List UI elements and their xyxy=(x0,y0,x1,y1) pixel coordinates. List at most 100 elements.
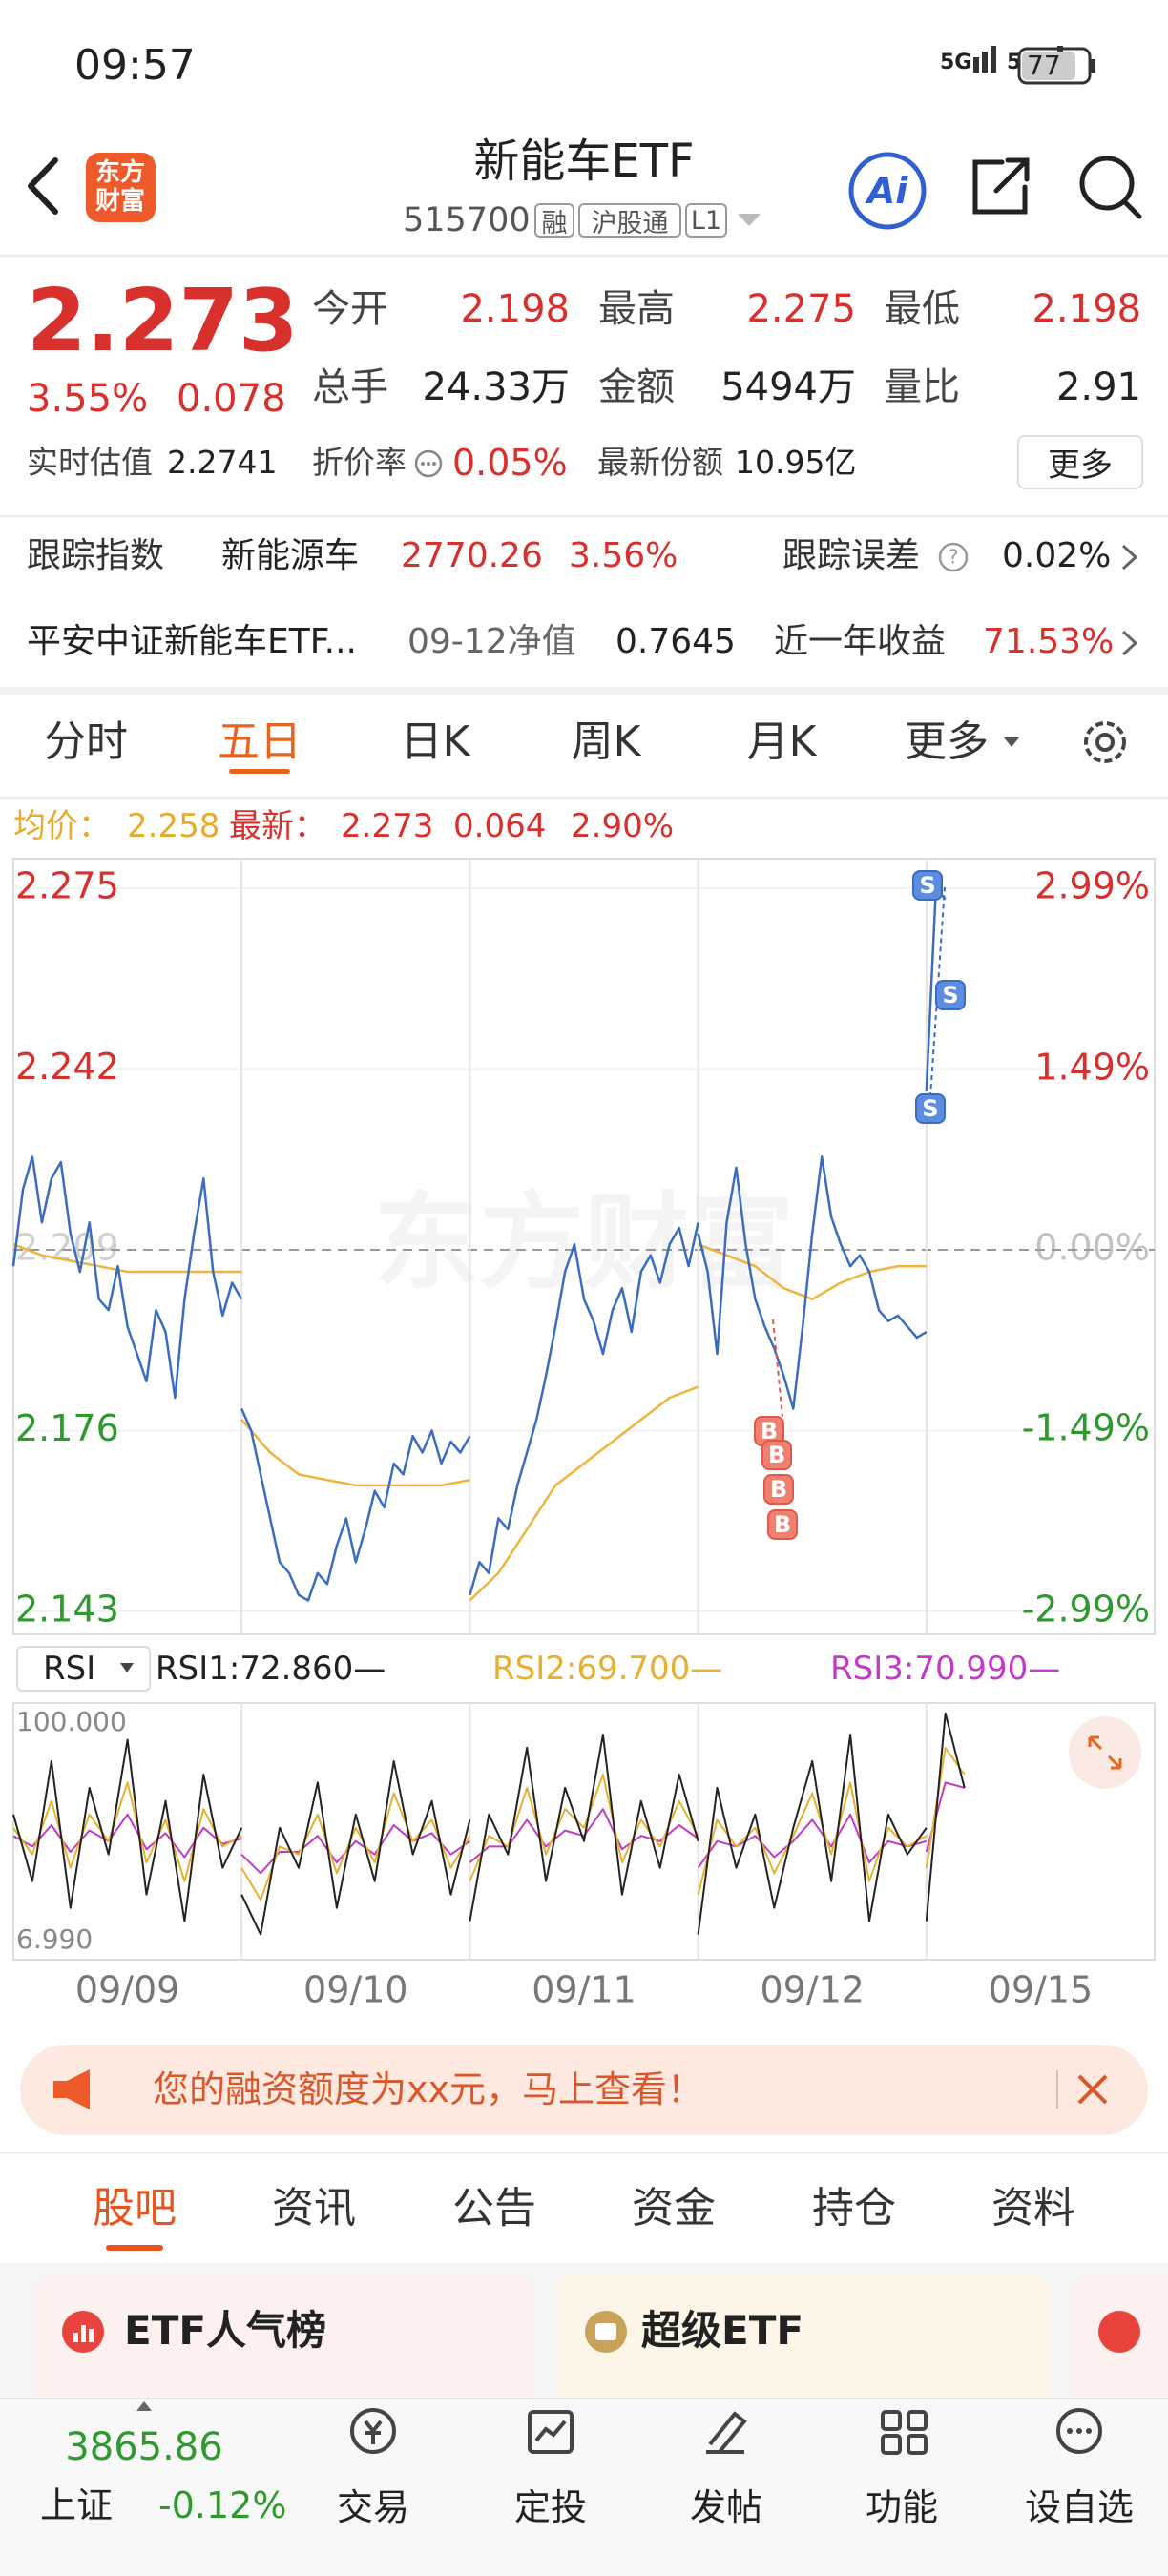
field-label: 总手 xyxy=(312,365,388,409)
logo-text: 东方 xyxy=(95,158,146,187)
close-button[interactable] xyxy=(1074,2070,1112,2109)
trade-marker xyxy=(935,980,966,1010)
latest-label: 最新： xyxy=(229,807,326,845)
return: 71.53% xyxy=(983,622,1115,661)
nav-item[interactable]: 功能 xyxy=(865,2486,939,2528)
nav-item[interactable]: 发帖 xyxy=(689,2486,763,2528)
banner-text[interactable]: 您的融资额度为xx元，马上查看！ xyxy=(153,2068,703,2110)
pct-tick-label: 1.49% xyxy=(1034,1047,1150,1089)
info-tab-active[interactable]: 股吧 xyxy=(93,2184,177,2233)
rsi-legend: RSI2:69.700— xyxy=(492,1650,723,1688)
trade-link xyxy=(772,1319,783,1418)
index-name[interactable]: 上证 xyxy=(40,2484,114,2526)
tracking-pct: 3.56% xyxy=(569,536,678,575)
index-pct[interactable]: -0.12% xyxy=(158,2484,287,2526)
change: 0.078 xyxy=(177,377,286,421)
dropdown[interactable] xyxy=(1002,735,1021,750)
info-tab[interactable]: 资讯 xyxy=(272,2184,356,2233)
indicator xyxy=(136,2401,152,2411)
price: 2.273 xyxy=(27,271,299,371)
section-gap xyxy=(0,687,1168,695)
info-tab[interactable]: 公告 xyxy=(452,2184,536,2233)
period-tab[interactable]: 日K xyxy=(400,717,470,766)
back-button[interactable] xyxy=(19,153,67,219)
rsi-line xyxy=(925,1781,965,1853)
chevron[interactable] xyxy=(1118,626,1141,660)
period-tab-active[interactable]: 五日 xyxy=(218,717,302,766)
avg-line xyxy=(240,1419,470,1487)
field-value: 24.33万 xyxy=(422,365,570,409)
ai-button[interactable] xyxy=(845,148,930,234)
pct-tick-label: 2.99% xyxy=(1034,865,1150,907)
index-value[interactable]: 3865.86 xyxy=(65,2425,223,2469)
latest-change: 0.064 xyxy=(453,807,547,845)
info-icon[interactable] xyxy=(413,448,444,479)
estimate-label: 实时估值 xyxy=(27,444,153,481)
info-tab[interactable]: 持仓 xyxy=(812,2184,896,2233)
period-tab[interactable]: 分时 xyxy=(44,717,128,766)
chevron[interactable] xyxy=(1118,540,1141,574)
rsi-line xyxy=(697,1734,928,1935)
trade-marker xyxy=(912,870,943,901)
info-tab[interactable]: 资料 xyxy=(991,2184,1075,2233)
chart-frame xyxy=(12,858,1156,1635)
rsi-selector[interactable] xyxy=(16,1646,151,1692)
network: 5G xyxy=(940,51,972,74)
divider xyxy=(1056,2070,1058,2109)
tag: 沪股通 xyxy=(578,203,681,239)
card[interactable] xyxy=(36,2275,534,2408)
card[interactable] xyxy=(555,2275,1052,2408)
nav-icons xyxy=(350,2408,1102,2455)
latest-value: 2.273 xyxy=(341,807,434,845)
avg-line xyxy=(698,1243,927,1300)
nav: 0.7645 xyxy=(615,622,736,661)
field-label: 金额 xyxy=(598,365,675,409)
price-line xyxy=(240,1408,471,1602)
nav-item[interactable]: 设自选 xyxy=(1024,2486,1135,2528)
rsi-line xyxy=(12,1813,242,1859)
date-label: 09/09 xyxy=(75,1969,180,2011)
rsi-line xyxy=(469,1773,699,1882)
trade-marker-text: S xyxy=(919,872,935,899)
promo-banner[interactable] xyxy=(20,2045,1148,2135)
trade-marker-text: B xyxy=(768,1442,785,1468)
premium-label: 折价率 xyxy=(312,444,407,481)
period-tab[interactable]: 月K xyxy=(746,717,817,766)
dropdown[interactable] xyxy=(735,210,763,229)
trade-marker-text: B xyxy=(774,1511,791,1538)
shares-label: 最新份额 xyxy=(597,444,723,481)
rsi-selector-text[interactable]: RSI xyxy=(43,1650,96,1688)
trade-marker xyxy=(761,1440,792,1470)
card-title[interactable]: ETF人气榜 xyxy=(124,2307,327,2354)
rsi-line xyxy=(240,1792,471,1901)
tag: 融 xyxy=(534,203,574,239)
field-label: 今开 xyxy=(312,287,388,331)
y-tick-label: 2.143 xyxy=(15,1589,119,1631)
rsi-line xyxy=(12,1738,243,1922)
dropdown[interactable] xyxy=(118,1661,136,1674)
trade-marker xyxy=(915,1093,946,1124)
info-tab[interactable]: 资金 xyxy=(632,2184,716,2233)
settings-icon[interactable] xyxy=(1076,714,1134,771)
avg-value: 2.258 xyxy=(127,807,220,845)
avg-line xyxy=(12,1243,242,1274)
card-title[interactable]: 超级ETF xyxy=(641,2307,804,2354)
avg-label: 均价： xyxy=(13,807,111,845)
avg-line xyxy=(469,1385,699,1602)
nav-item[interactable]: 定投 xyxy=(513,2486,588,2528)
more-button[interactable]: 更多 xyxy=(1017,435,1143,489)
rsi-line xyxy=(469,1734,699,1922)
logo-text: 财富 xyxy=(95,187,146,216)
expand-icon[interactable] xyxy=(1088,1735,1122,1770)
help-icon[interactable]: ? xyxy=(937,541,970,573)
svg-text:?: ? xyxy=(949,546,959,569)
rsi-tick-label: 6.990 xyxy=(16,1923,93,1955)
ai-text[interactable]: Ai xyxy=(866,170,908,212)
period-tab[interactable]: 更多 xyxy=(905,717,989,766)
nav-item[interactable]: 交易 xyxy=(336,2486,410,2528)
rsi-line xyxy=(240,1759,471,1936)
period-tab[interactable]: 周K xyxy=(571,717,641,766)
trade-marker-text: B xyxy=(761,1418,778,1444)
expand-button[interactable] xyxy=(1069,1716,1141,1789)
